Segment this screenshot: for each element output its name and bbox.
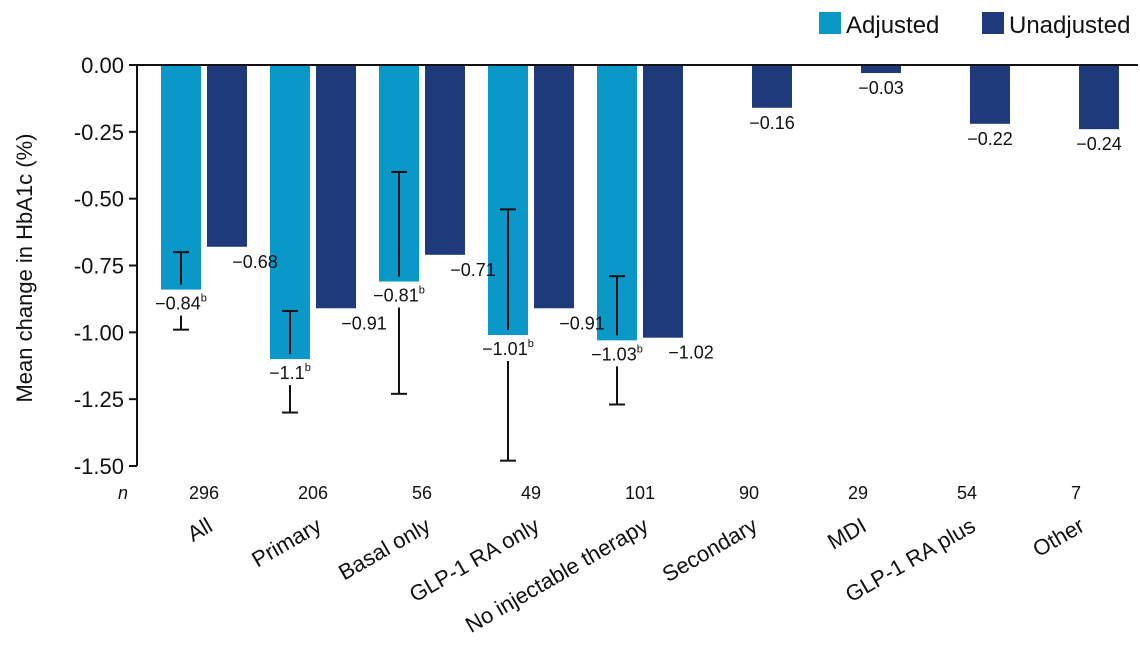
bar-unadjusted (316, 65, 356, 309)
n-value: 101 (625, 483, 655, 503)
category-label: Primary (247, 513, 325, 573)
y-tick-label: -1.00 (74, 320, 124, 345)
n-value: 206 (298, 483, 328, 503)
unadjusted-value-label: −0.91 (559, 313, 605, 333)
adjusted-value-label: −1.01b (482, 338, 534, 359)
error-bars (173, 170, 625, 462)
bar-unadjusted (970, 65, 1010, 124)
bar-unadjusted (207, 65, 247, 247)
y-axis-title: Mean change in HbA1c (%) (12, 133, 37, 402)
n-value: 54 (957, 483, 977, 503)
category-label: All (183, 513, 217, 547)
bar-unadjusted (861, 65, 901, 74)
category-label: Secondary (658, 513, 762, 587)
legend-label-adjusted: Adjusted (846, 12, 939, 39)
bar-unadjusted (1079, 65, 1119, 130)
legend-swatch-unadjusted (982, 12, 1004, 34)
category-label: No injectable therapy (461, 513, 652, 638)
unadjusted-value-label: −0.22 (967, 129, 1013, 149)
category-label: MDI (823, 513, 870, 555)
unadjusted-value-label: −0.24 (1076, 134, 1122, 154)
category-label: Basal only (334, 513, 434, 585)
bar-unadjusted (643, 65, 683, 338)
category-label: Other (1028, 513, 1088, 562)
unadjusted-value-label: −0.71 (450, 260, 496, 280)
unadjusted-value-label: −0.16 (749, 113, 795, 133)
unadjusted-value-label: −0.91 (341, 313, 387, 333)
value-labels: −0.84b −0.68 −1.1b −0.91 −0.81b −0.71 −1.01b −0… (155, 78, 1122, 383)
bar-unadjusted (752, 65, 792, 108)
y-tick-label: 0.00 (81, 53, 124, 78)
adjusted-value-label: −0.81b (373, 285, 425, 306)
adjusted-value-label: −1.03b (591, 343, 643, 364)
legend-label-unadjusted: Unadjusted (1009, 12, 1130, 39)
y-axis: 0.00 -0.25 -0.50 -0.75 -1.00 -1.25 -1.50 (74, 53, 138, 479)
adjusted-value-label: −1.1b (269, 362, 311, 383)
y-tick-label: -0.50 (74, 187, 124, 212)
y-tick-label: -0.25 (74, 120, 124, 145)
bars (137, 64, 1138, 360)
unadjusted-value-label: −0.03 (858, 78, 904, 98)
n-value: 49 (521, 483, 541, 503)
n-value: 7 (1071, 483, 1081, 503)
adjusted-value-label: −0.84b (155, 293, 207, 314)
unadjusted-value-label: −1.02 (668, 343, 714, 363)
legend-swatch-adjusted (819, 12, 841, 34)
unadjusted-value-label: −0.68 (232, 252, 278, 272)
y-tick-label: -1.50 (74, 454, 124, 479)
n-value: 56 (412, 483, 432, 503)
n-value: 29 (848, 483, 868, 503)
bar-unadjusted (425, 65, 465, 255)
legend: Adjusted Unadjusted (819, 12, 1130, 39)
n-value: 296 (189, 483, 219, 503)
y-tick-label: -0.75 (74, 254, 124, 279)
n-label: n (118, 483, 128, 503)
bar-unadjusted (534, 65, 574, 309)
y-tick-label: -1.25 (74, 387, 124, 412)
n-value: 90 (739, 483, 759, 503)
